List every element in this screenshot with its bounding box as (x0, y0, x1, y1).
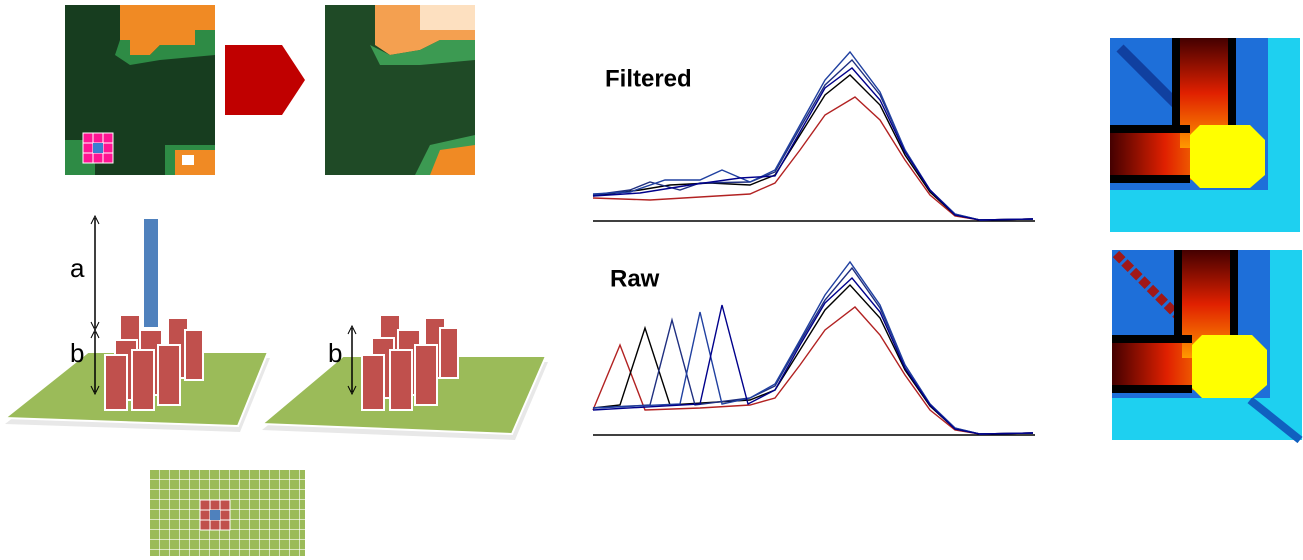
heatmap-filtered (1110, 38, 1300, 232)
chart-raw: Raw (593, 262, 1035, 435)
chart-filtered: Filtered (593, 52, 1035, 221)
figure: a b b Filtered Raw (0, 0, 1303, 560)
filtered-image (325, 5, 475, 175)
arrow (225, 45, 305, 115)
scene-left: a b (5, 216, 270, 432)
label-a: a (70, 253, 85, 283)
label-b: b (70, 338, 84, 368)
heatmap-raw (1112, 250, 1302, 440)
kernel-grid (150, 470, 305, 556)
scene-right: b (262, 315, 548, 440)
label-b: b (328, 338, 342, 368)
chart-title: Filtered (605, 65, 692, 92)
chart-title: Raw (610, 265, 660, 292)
raw-image (65, 5, 215, 175)
